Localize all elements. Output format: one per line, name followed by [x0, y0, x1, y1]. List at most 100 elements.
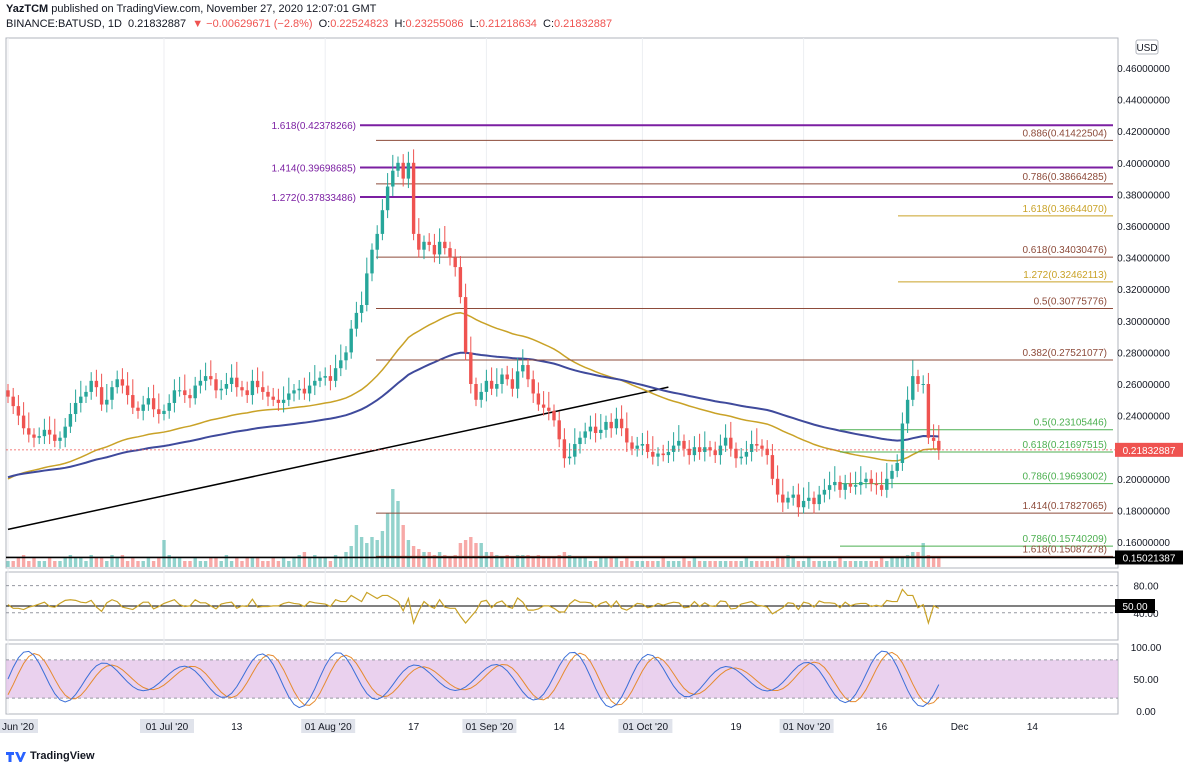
- publisher-name[interactable]: YazTCM: [6, 3, 49, 15]
- volume-bar: [255, 558, 260, 567]
- candle-body: [146, 398, 151, 405]
- stoch-band: [6, 659, 1118, 699]
- candle-body: [188, 395, 192, 399]
- candle-body: [645, 444, 650, 452]
- candle-body: [890, 470, 894, 479]
- volume-bar: [911, 552, 915, 567]
- candle-body: [682, 440, 686, 449]
- candle-body: [151, 398, 156, 410]
- ma200-line: [7, 351, 939, 479]
- volume-bar: [500, 558, 504, 567]
- volume-bar: [89, 555, 93, 567]
- candle-body: [63, 426, 67, 438]
- volume-bar: [739, 561, 743, 567]
- candle-body: [235, 377, 239, 388]
- price-tick-label: 0.32000000: [1117, 285, 1170, 296]
- candle-body: [609, 421, 613, 429]
- volume-bar: [271, 558, 275, 567]
- volume-bar: [235, 558, 239, 567]
- candle-body: [162, 410, 166, 415]
- price-tick-label: 0.34000000: [1117, 254, 1170, 265]
- candle-body: [895, 463, 899, 471]
- volume-bar: [557, 555, 561, 567]
- price-tick-label: 0.16000000: [1117, 538, 1170, 549]
- volume-bar: [937, 558, 941, 567]
- volume-bar: [131, 558, 135, 567]
- volume-bar: [770, 561, 775, 567]
- candle-body: [739, 456, 743, 459]
- volume-bar: [807, 558, 811, 567]
- volume-bar: [365, 543, 369, 567]
- x-date-box-label: 01 Oct '20: [623, 722, 669, 733]
- candle-body: [354, 312, 359, 329]
- candle-body: [744, 451, 749, 457]
- volume-bar: [838, 558, 842, 567]
- candle-body: [755, 444, 759, 446]
- candle-body: [339, 360, 343, 369]
- candle-body: [6, 390, 10, 397]
- candle-body: [172, 390, 177, 403]
- candle-body: [843, 483, 847, 490]
- volume-bar: [469, 537, 473, 567]
- fib-level-label: 1.272(0.32462113): [1023, 270, 1107, 281]
- tradingview-logo[interactable]: TradingView: [6, 750, 95, 762]
- volume-bar: [136, 561, 140, 567]
- currency-badge[interactable]: [1135, 39, 1159, 55]
- volume-bar: [661, 558, 665, 567]
- fib-level-label: 0.786(0.15740209): [1022, 534, 1107, 545]
- candle-body: [578, 437, 582, 445]
- volume-bar: [781, 558, 785, 567]
- volume-bar: [58, 561, 62, 567]
- volume-bar: [729, 561, 733, 567]
- candle-body: [411, 162, 416, 234]
- tradingview-brand: TradingView: [30, 750, 95, 762]
- candle-body: [651, 451, 655, 457]
- volume-bar: [474, 543, 478, 567]
- volume-bar: [375, 540, 379, 567]
- volume-bar: [666, 561, 671, 567]
- candle-body: [73, 402, 78, 415]
- volume-bar: [463, 540, 468, 567]
- candle-body: [853, 485, 858, 487]
- volume-bar: [479, 543, 483, 567]
- fib-level-label: 1.272(0.37833486): [271, 193, 356, 204]
- trendline[interactable]: [7, 386, 669, 531]
- x-date-box-label: 01 Jul '20: [146, 722, 189, 733]
- candle-body: [401, 162, 405, 179]
- volume-bar: [79, 558, 83, 567]
- volume-bar: [240, 561, 244, 567]
- fib-level-label: 1.414(0.17827065): [1022, 501, 1107, 512]
- open-label: O:: [318, 18, 331, 30]
- candle-body: [302, 388, 307, 394]
- candle-body: [521, 365, 525, 372]
- volume-bar: [115, 558, 119, 567]
- volume-bar: [588, 561, 593, 567]
- volume-bar: [671, 561, 676, 567]
- candle-body: [281, 399, 286, 403]
- candle-body: [391, 170, 395, 187]
- volume-bar: [734, 561, 738, 567]
- x-tick-label: Dec: [951, 722, 969, 733]
- volume-bar: [141, 561, 145, 567]
- candle-body: [209, 376, 213, 380]
- volume-bar: [63, 558, 67, 567]
- candle-body: [864, 478, 868, 482]
- volume-bar: [583, 558, 587, 567]
- candle-body: [583, 431, 587, 438]
- candle-body: [775, 478, 780, 495]
- volume-bar: [885, 561, 889, 567]
- volume-bar: [105, 561, 109, 567]
- volume-bar: [11, 561, 15, 567]
- candle-body: [838, 481, 842, 490]
- stoch-k-line: [7, 650, 940, 709]
- candle-body: [817, 494, 821, 505]
- high-label: H:: [394, 18, 406, 30]
- open-value: 0.22524823: [330, 18, 389, 30]
- candle-body: [68, 414, 73, 427]
- volume-bar: [219, 561, 223, 567]
- x-tick-label: 17: [408, 722, 420, 733]
- volume-bar: [786, 555, 790, 567]
- candle-body: [245, 390, 249, 396]
- stoch-d-line: [7, 651, 940, 706]
